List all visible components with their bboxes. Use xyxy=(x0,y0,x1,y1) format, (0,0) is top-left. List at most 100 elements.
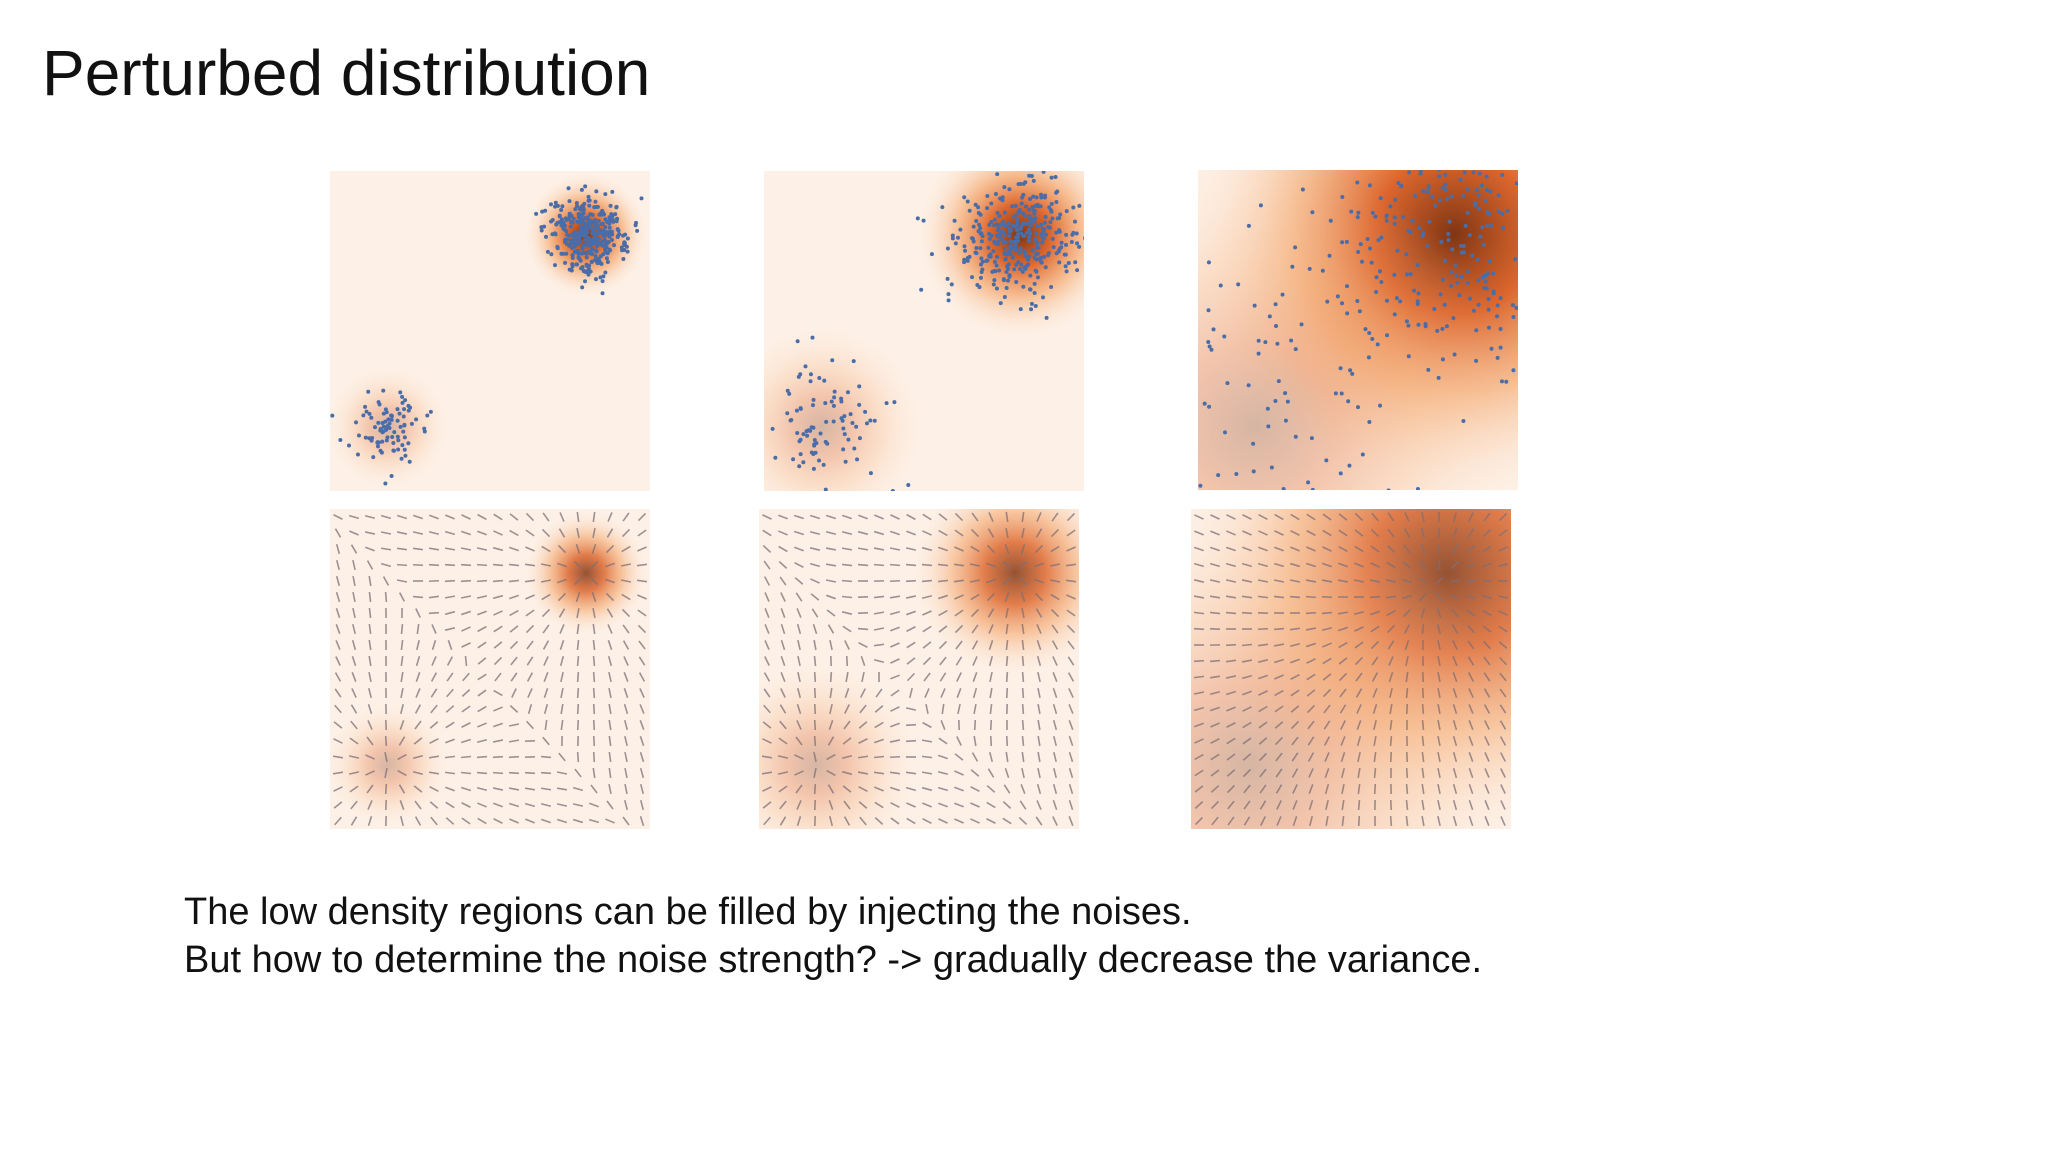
sample-point xyxy=(1471,102,1475,106)
sample-point xyxy=(1565,324,1569,328)
score-arrow xyxy=(1452,751,1458,763)
sample-point xyxy=(1484,188,1489,193)
score-arrow xyxy=(1021,767,1025,779)
sample-point xyxy=(973,202,978,207)
sample-point xyxy=(1004,285,1009,290)
sample-point xyxy=(1415,487,1420,490)
sample-point xyxy=(550,218,555,223)
score-arrow xyxy=(1241,643,1253,647)
score-arrow xyxy=(508,579,520,583)
score-arrow xyxy=(1322,513,1332,521)
sample-point xyxy=(1633,192,1637,196)
score-arrow xyxy=(412,531,424,535)
sample-point xyxy=(1370,210,1375,215)
sample-point xyxy=(1384,298,1389,303)
score-arrow xyxy=(1289,627,1301,631)
score-arrow xyxy=(592,511,596,523)
score-arrow xyxy=(527,703,533,715)
score-arrow xyxy=(1389,703,1393,715)
score-arrow xyxy=(416,639,420,651)
score-arrow xyxy=(428,755,440,759)
score-arrow xyxy=(1241,595,1253,599)
sample-point xyxy=(582,232,587,237)
sample-point xyxy=(1098,313,1102,317)
sample-point xyxy=(545,249,550,254)
score-arrow xyxy=(1036,783,1042,795)
score-arrow xyxy=(1021,719,1025,731)
score-arrow xyxy=(1050,608,1060,618)
score-arrow xyxy=(623,688,629,698)
score-arrow xyxy=(825,531,837,535)
sample-point xyxy=(1416,322,1421,327)
score-arrow xyxy=(396,531,408,535)
score-arrow xyxy=(954,802,964,808)
score-arrow xyxy=(988,512,994,522)
score-arrow xyxy=(1004,768,1010,778)
sample-point xyxy=(1028,287,1033,292)
score-arrow xyxy=(460,771,472,775)
score-arrow xyxy=(492,563,504,567)
sample-point xyxy=(1002,295,1007,300)
sample-point xyxy=(1461,243,1466,248)
score-arrow xyxy=(1273,643,1285,647)
score-arrow xyxy=(905,786,917,792)
score-arrow xyxy=(464,655,468,667)
sample-point xyxy=(1561,178,1565,182)
score-arrow xyxy=(335,656,341,666)
score-arrow xyxy=(796,720,802,730)
score-arrow xyxy=(1452,640,1458,650)
sample-point xyxy=(588,219,593,224)
sample-point xyxy=(564,251,569,256)
score-arrow xyxy=(1225,643,1237,647)
score-arrow xyxy=(809,530,821,536)
sample-point xyxy=(1029,219,1034,224)
sample-point xyxy=(573,207,578,212)
score-arrow xyxy=(989,719,993,731)
sample-point xyxy=(985,206,990,211)
sample-point xyxy=(1565,232,1569,236)
sample-point xyxy=(600,279,605,284)
score-arrow xyxy=(508,755,520,759)
sample-point xyxy=(950,233,955,238)
sample-point xyxy=(391,448,396,453)
sample-point xyxy=(823,439,828,444)
sample-point xyxy=(1421,231,1426,236)
score-arrow xyxy=(1497,563,1509,567)
score-arrow xyxy=(1468,816,1474,826)
score-arrow xyxy=(938,640,948,650)
score-arrow xyxy=(1021,751,1025,763)
score-arrow xyxy=(429,737,439,745)
score-arrow xyxy=(1355,688,1363,698)
sample-point xyxy=(1454,126,1458,130)
score-arrow xyxy=(1483,704,1491,714)
sample-point xyxy=(572,242,577,247)
sample-point xyxy=(842,414,847,419)
score-arrow xyxy=(397,769,407,777)
sample-point xyxy=(1527,252,1531,256)
score-arrow xyxy=(842,625,852,633)
score-arrow xyxy=(1498,512,1508,522)
score-arrow xyxy=(558,528,566,538)
sample-point xyxy=(1251,469,1256,474)
score-arrow xyxy=(1389,735,1393,747)
score-arrow xyxy=(1005,735,1009,747)
score-arrow xyxy=(559,624,565,634)
sample-point xyxy=(1028,196,1033,201)
sample-point xyxy=(852,446,857,451)
sample-point xyxy=(1392,215,1397,220)
score-arrow xyxy=(1387,528,1395,538)
score-arrow xyxy=(429,785,439,793)
score-arrow xyxy=(415,608,421,618)
score-arrow xyxy=(367,815,373,827)
score-arrow xyxy=(780,639,786,651)
sample-point xyxy=(619,248,624,253)
score-arrow xyxy=(556,818,568,824)
score-arrow xyxy=(543,703,549,715)
score-arrow xyxy=(352,591,356,603)
score-arrow xyxy=(844,704,850,714)
score-arrow xyxy=(778,530,788,536)
score-arrow xyxy=(1451,624,1459,634)
sample-point xyxy=(1518,216,1522,220)
score-arrow xyxy=(461,722,471,728)
score-arrow xyxy=(431,656,437,666)
